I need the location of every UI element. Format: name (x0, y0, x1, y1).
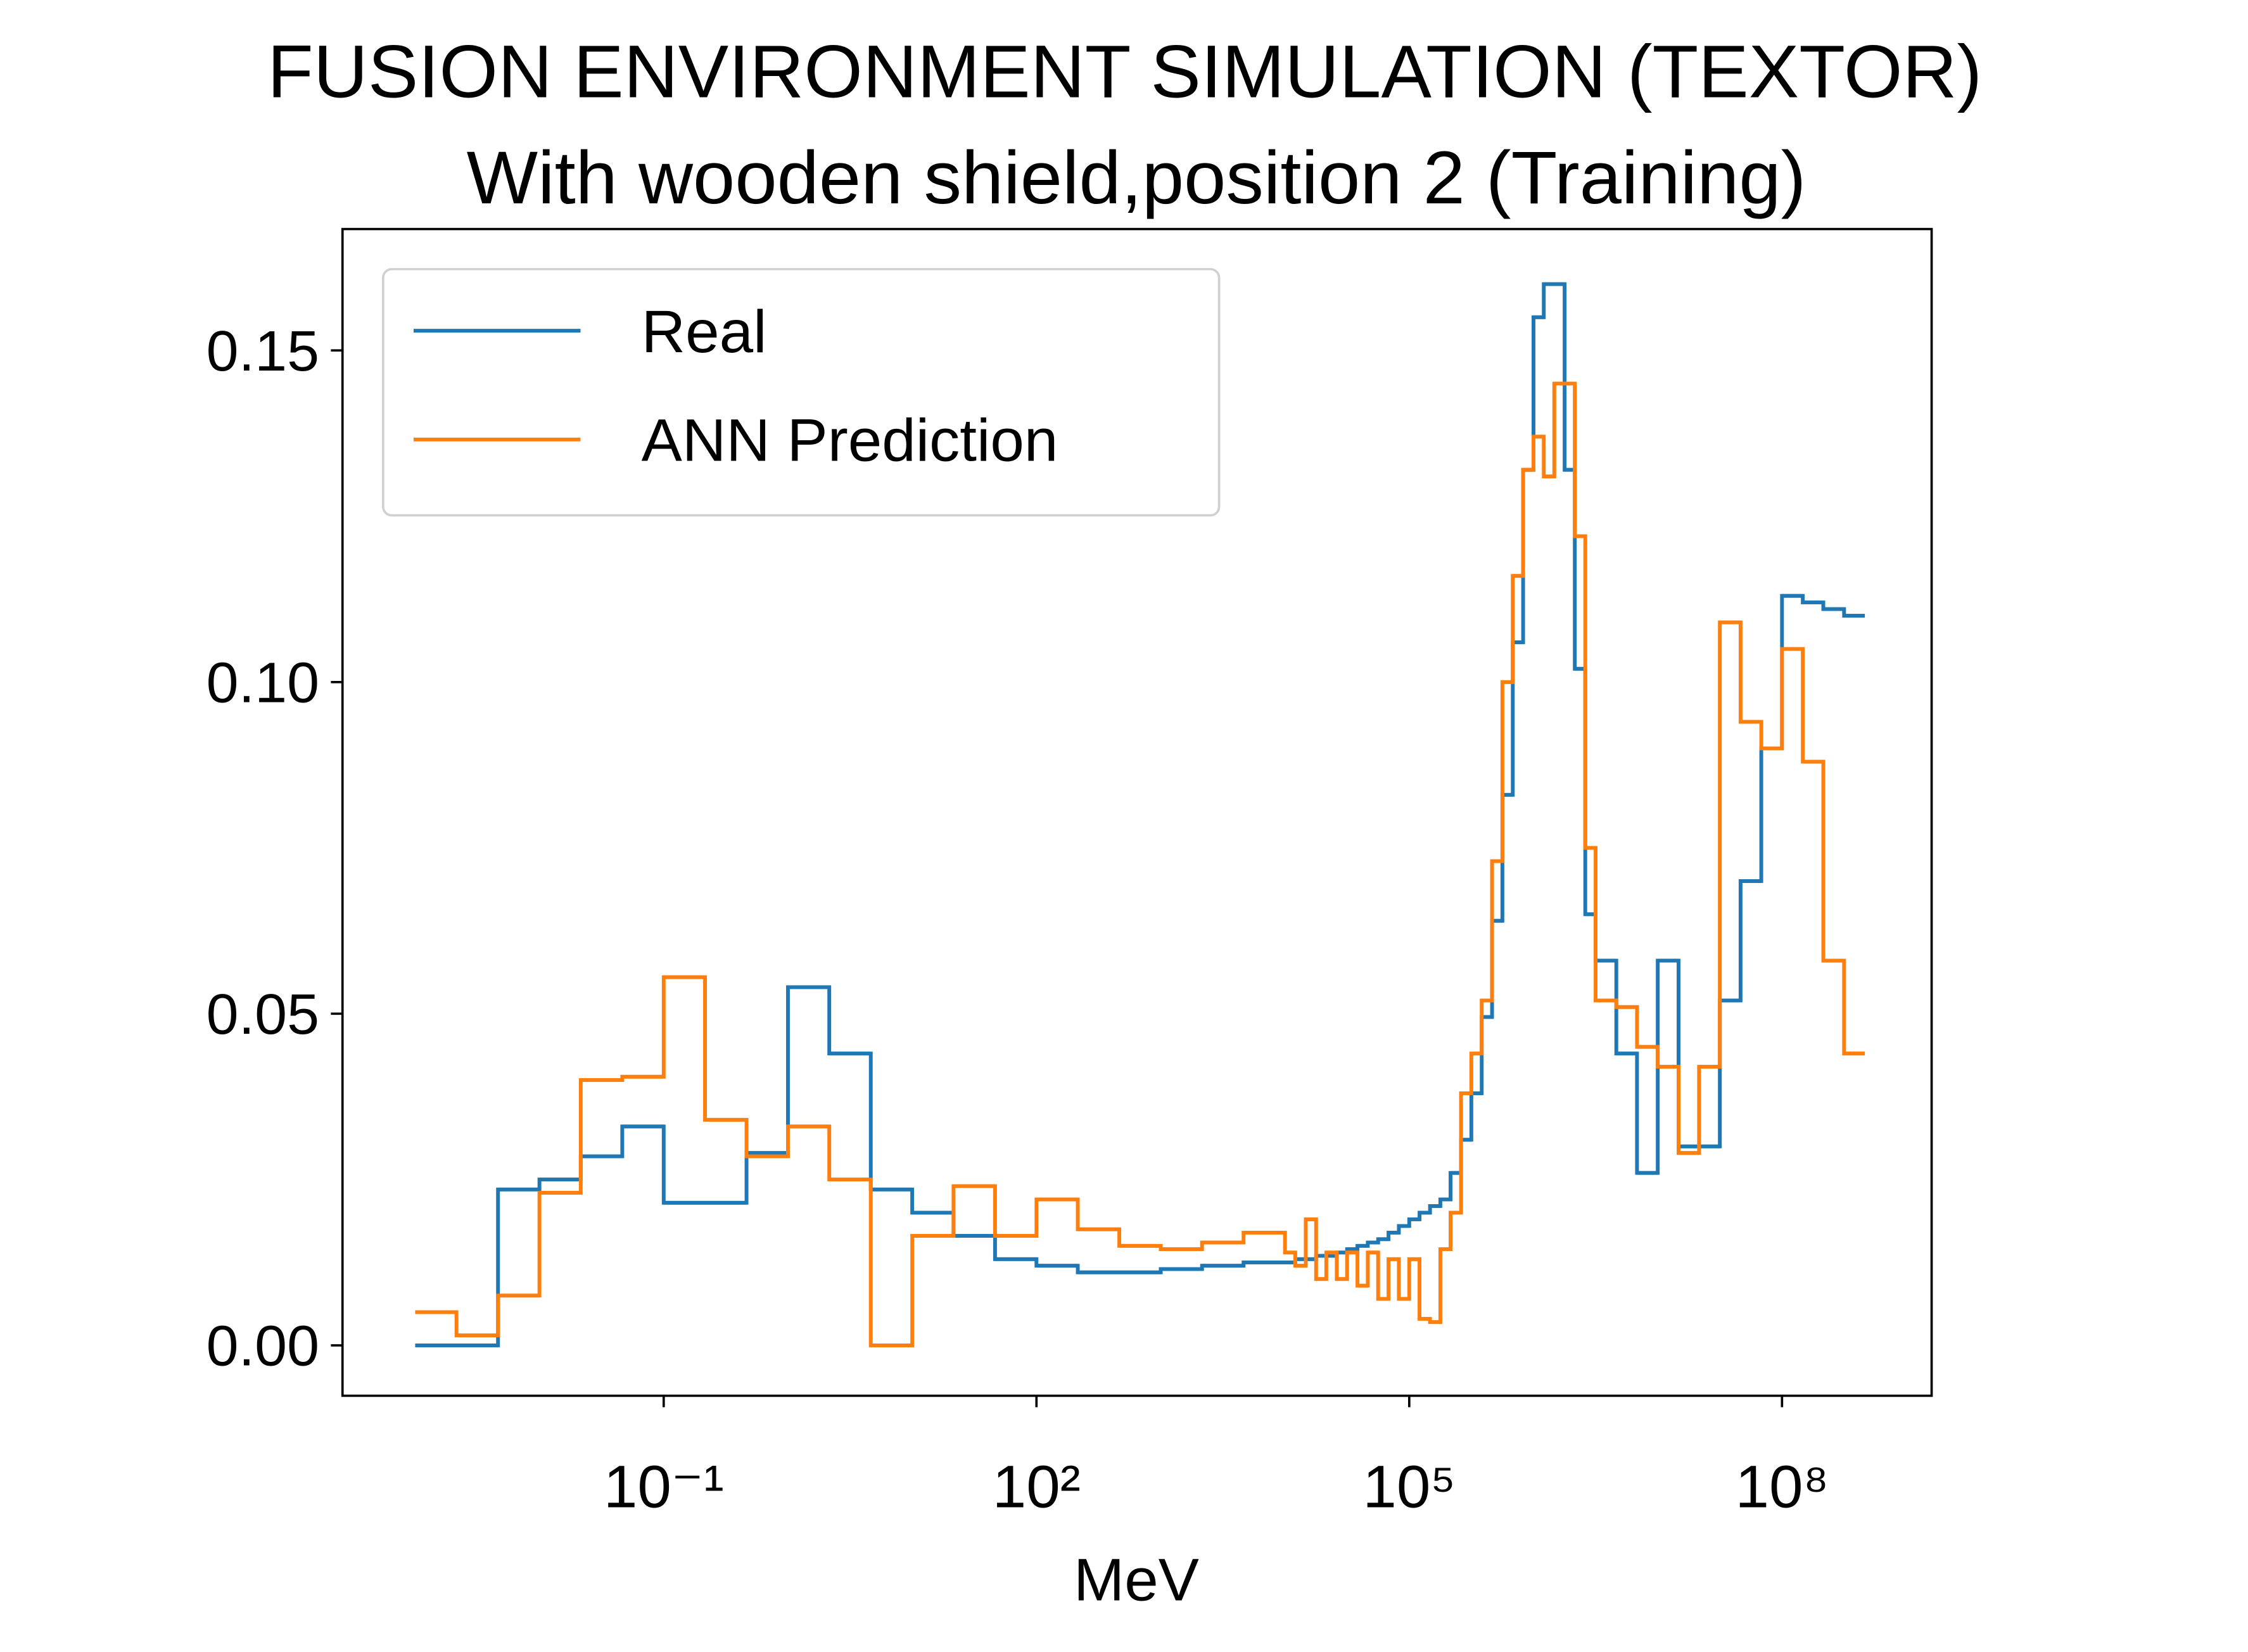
axes-frame (341, 227, 1933, 1397)
y-tick-label: 0.05 (206, 983, 319, 1046)
x-tick-label: 10⁸ (1736, 1453, 1829, 1520)
legend-box (382, 268, 1221, 517)
legend-label: Real (642, 298, 767, 365)
y-tick-label: 0.00 (206, 1314, 319, 1378)
series (415, 282, 1865, 1347)
chart-title: FUSION ENVIRONMENT SIMULATION (TEXTOR) (267, 30, 1982, 113)
x-tick-label: 10⁵ (1362, 1453, 1456, 1520)
x-tick-label: 10⁻¹ (604, 1453, 724, 1520)
chart-subtitle: With wooden shield,position 2 (Training) (467, 137, 1807, 220)
series (415, 381, 1865, 1347)
x-tick-label: 10² (993, 1453, 1081, 1520)
y-tick-label: 0.15 (206, 319, 319, 383)
legend: Real ANN Prediction (382, 268, 1221, 517)
legend-label: ANN Prediction (642, 407, 1058, 474)
y-tick-label: 0.10 (206, 651, 319, 715)
x-axis-label: MeV (1074, 1546, 1199, 1613)
plot-area: 0.00 0.05 0.10 0.15 10⁻¹ 10² 10⁵ 10⁸ (206, 282, 1865, 1521)
